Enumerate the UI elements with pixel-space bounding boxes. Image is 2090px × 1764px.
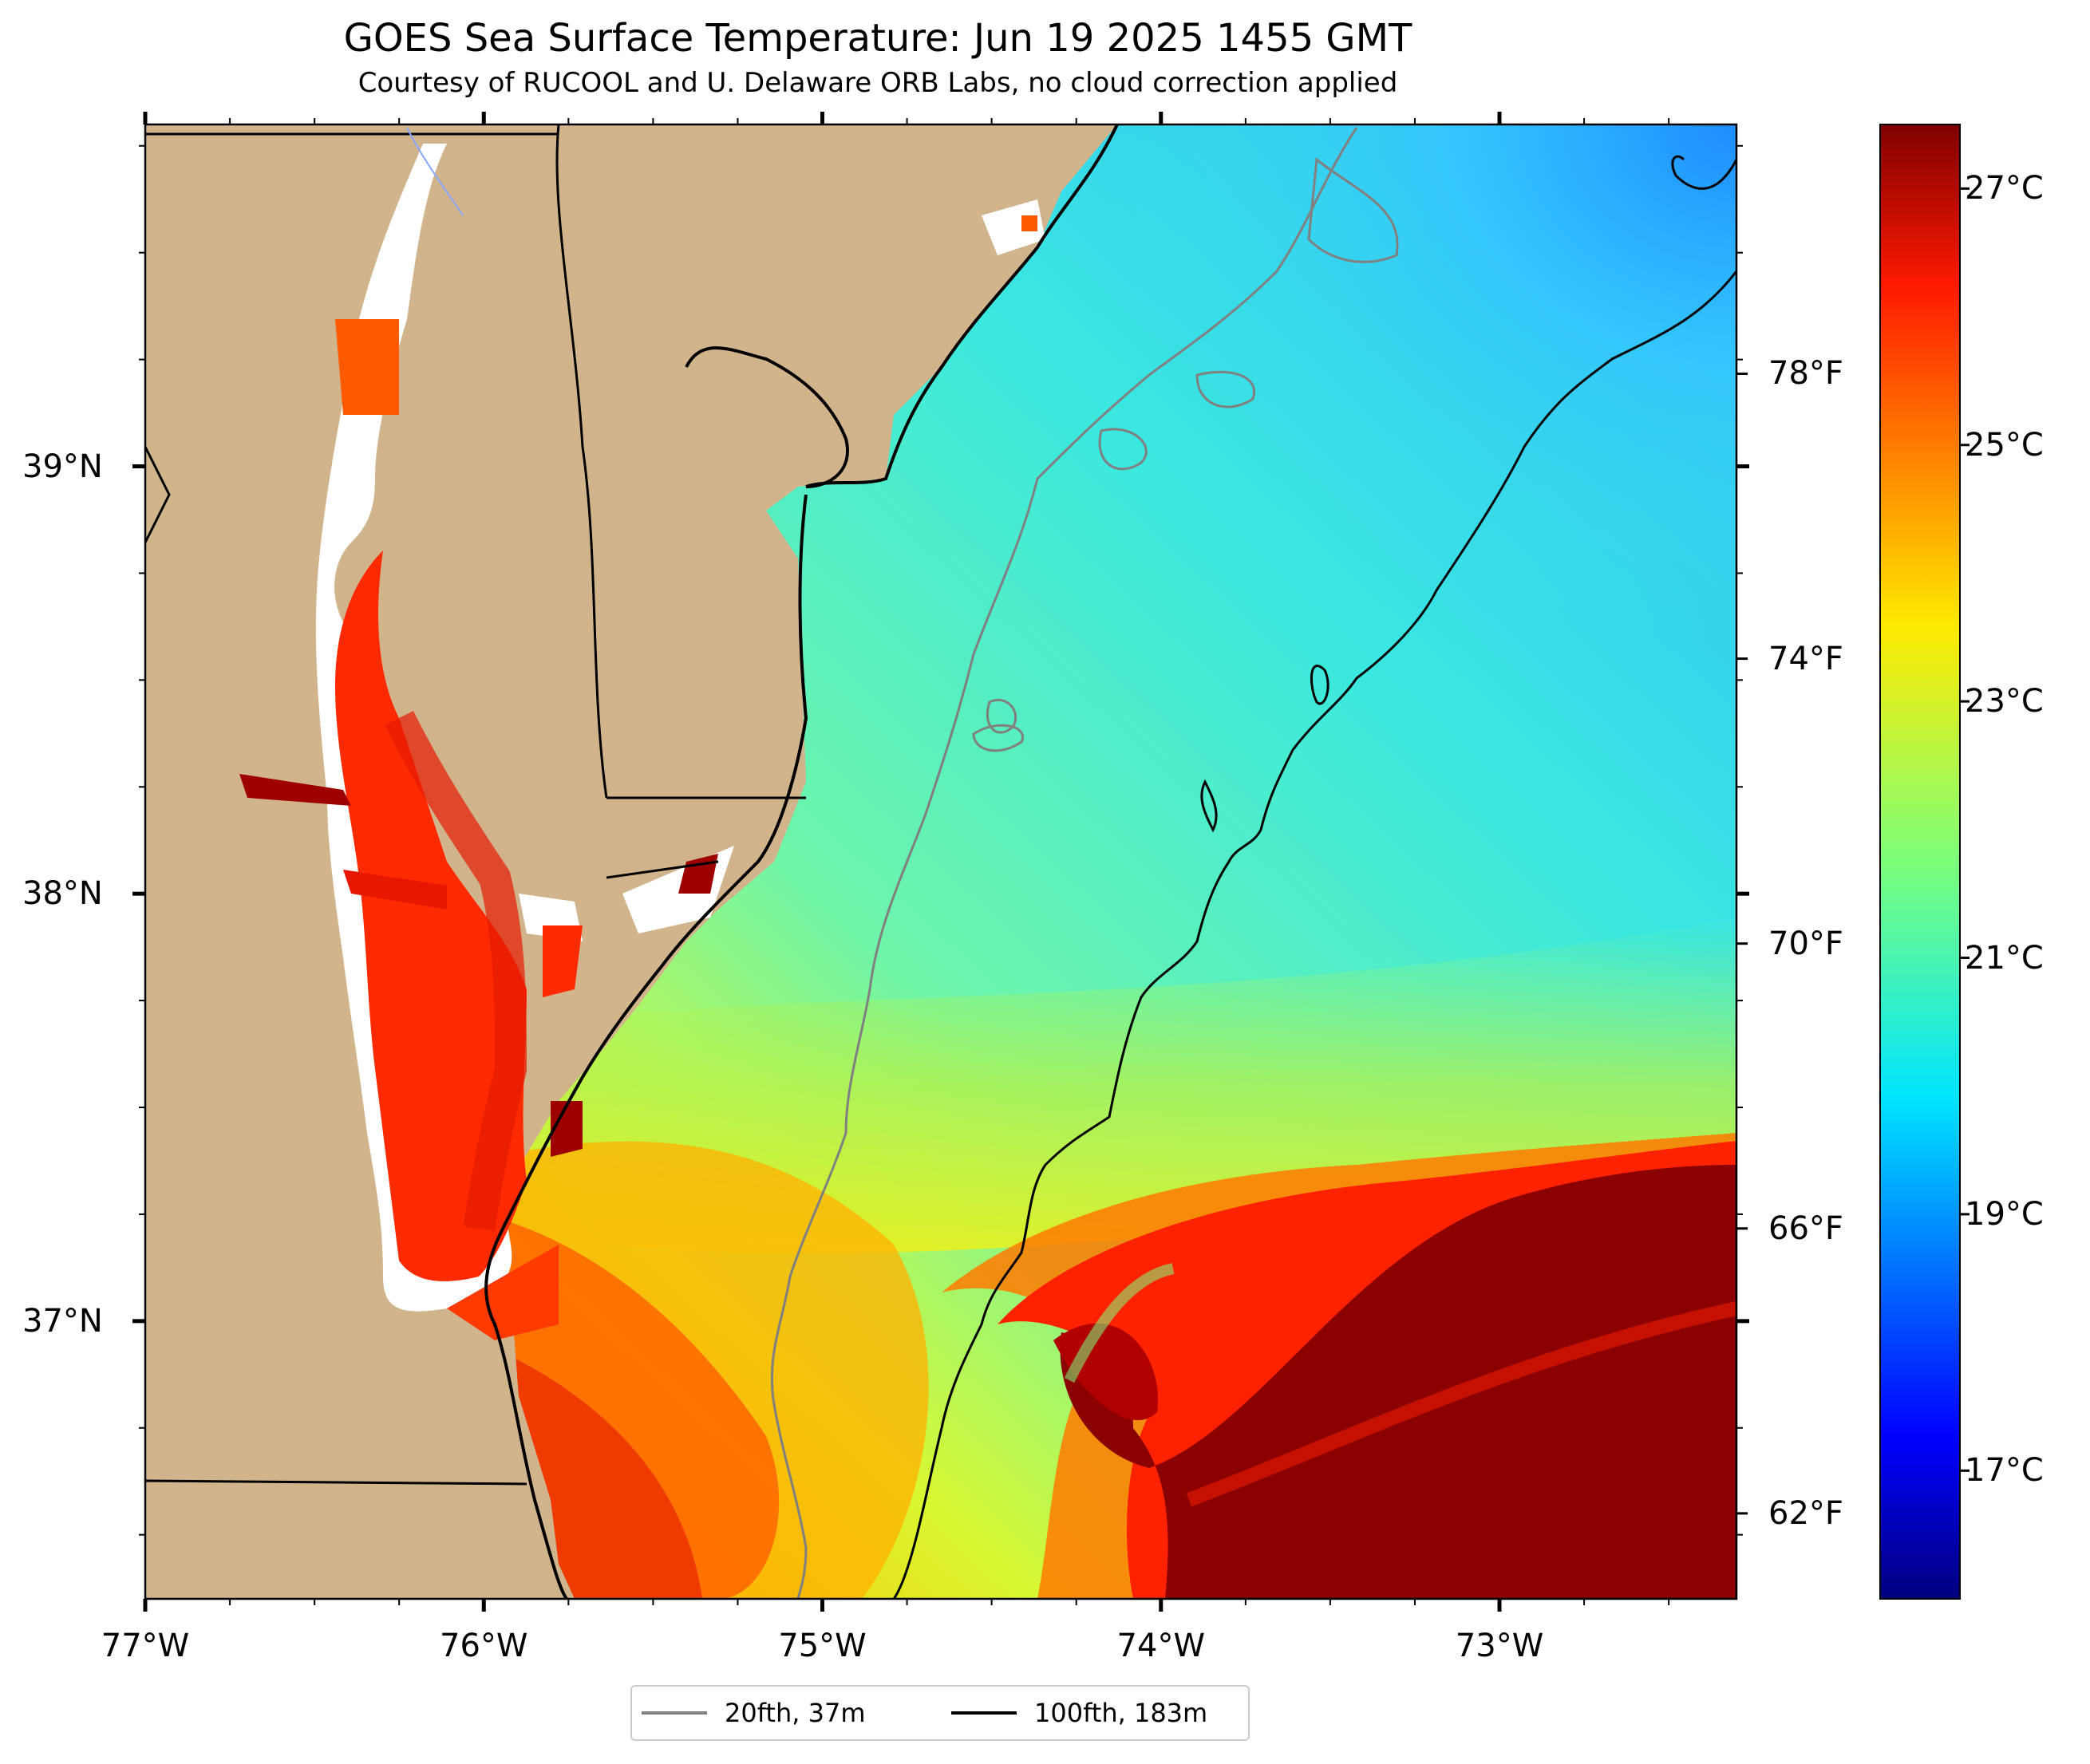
legend-swatch-20fth — [642, 1711, 707, 1715]
lon-tick-label: 77°W — [101, 1628, 190, 1664]
map-title: GOES Sea Surface Temperature: Jun 19 202… — [343, 16, 1412, 61]
legend-item-20fth: 20fth, 37m — [642, 1687, 865, 1739]
colorbar-f-label: 78°F — [1768, 355, 1843, 393]
lon-tick-label: 76°W — [440, 1628, 528, 1664]
legend-item-100fth: 100fth, 183m — [951, 1687, 1207, 1739]
colorbar-c-label: 23°C — [1965, 683, 2044, 720]
lat-tick-label: 38°N — [22, 875, 103, 913]
lat-tick-label: 37°N — [22, 1302, 103, 1340]
colorbar-f-label: 62°F — [1768, 1494, 1843, 1532]
lat-tick-label: 39°N — [22, 448, 103, 485]
legend-swatch-100fth — [951, 1711, 1017, 1715]
colorbar-c-label: 21°C — [1965, 939, 2044, 977]
colorbar-f-label: 70°F — [1768, 925, 1843, 962]
plot-frame — [144, 123, 1738, 1600]
lon-tick-label: 74°W — [1116, 1628, 1205, 1664]
legend: 20fth, 37m 100fth, 183m — [630, 1685, 1250, 1741]
lon-tick-label: 73°W — [1455, 1628, 1544, 1664]
colorbar-c-label: 27°C — [1965, 170, 2044, 207]
colorbar — [1879, 124, 1961, 1600]
sst-field — [145, 124, 1736, 1599]
colorbar-c-label: 19°C — [1965, 1195, 2044, 1233]
legend-label-20fth: 20fth, 37m — [725, 1698, 866, 1728]
colorbar-c-label: 17°C — [1965, 1452, 2044, 1490]
map-subtitle: Courtesy of RUCOOL and U. Delaware ORB L… — [358, 67, 1398, 99]
colorbar-f-label: 66°F — [1768, 1210, 1843, 1247]
colorbar-c-label: 25°C — [1965, 426, 2044, 464]
legend-label-100fth: 100fth, 183m — [1034, 1698, 1208, 1728]
lon-tick-label: 75°W — [778, 1628, 867, 1664]
colorbar-f-label: 74°F — [1768, 640, 1843, 677]
colorbar-ticks — [1736, 187, 1969, 1515]
axis-ticks — [132, 112, 1749, 1612]
